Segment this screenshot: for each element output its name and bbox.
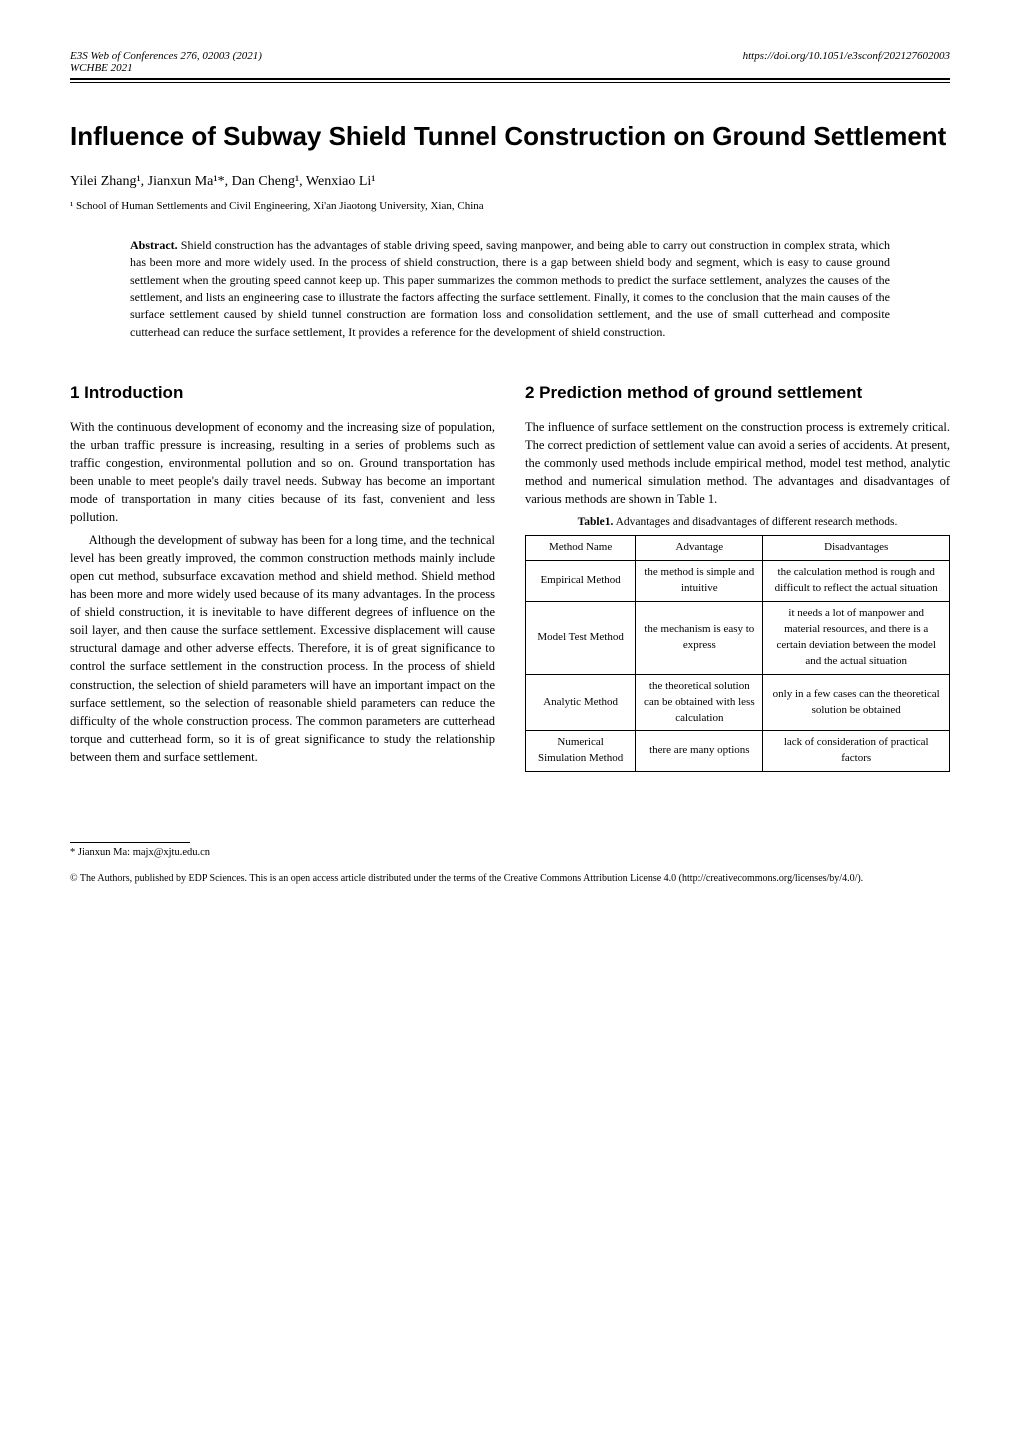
table1-r1c2: it needs a lot of manpower and material … — [763, 601, 950, 674]
left-column: 1 Introduction With the continuous devel… — [70, 371, 495, 782]
table1-r1c1: the mechanism is easy to express — [636, 601, 763, 674]
affiliation: ¹ School of Human Settlements and Civil … — [70, 200, 950, 212]
footnote-separator — [70, 842, 190, 843]
paper-title: Influence of Subway Shield Tunnel Constr… — [70, 120, 950, 154]
table-row: Analytic Method the theoretical solution… — [526, 674, 950, 731]
corresponding-author-footnote: * Jianxun Ma: majx@xjtu.edu.cn — [70, 847, 950, 858]
table-row: Empirical Method the method is simple an… — [526, 561, 950, 602]
body-columns: 1 Introduction With the continuous devel… — [70, 371, 950, 782]
right-column: 2 Prediction method of ground settlement… — [525, 371, 950, 782]
section-1-heading: 1 Introduction — [70, 381, 495, 406]
table1-r3c0: Numerical Simulation Method — [526, 731, 636, 772]
table1-r0c2: the calculation method is rough and diff… — [763, 561, 950, 602]
table1-h2: Disadvantages — [763, 536, 950, 561]
s1-para2: Although the development of subway has b… — [70, 531, 495, 767]
abstract-label: Abstract. — [130, 238, 178, 252]
table1: Method Name Advantage Disadvantages Empi… — [525, 535, 950, 772]
header-doi: https://doi.org/10.1051/e3sconf/20212760… — [743, 50, 950, 62]
s1-para1: With the continuous development of econo… — [70, 418, 495, 527]
table1-r3c2: lack of consideration of practical facto… — [763, 731, 950, 772]
table1-r2c1: the theoretical solution can be obtained… — [636, 674, 763, 731]
section-2-heading: 2 Prediction method of ground settlement — [525, 381, 950, 406]
abstract: Abstract. Shield construction has the ad… — [130, 237, 890, 341]
s2-para1: The influence of surface settlement on t… — [525, 418, 950, 509]
header-event: WCHBE 2021 — [70, 62, 133, 74]
table1-r1c0: Model Test Method — [526, 601, 636, 674]
table1-caption: Table1. Advantages and disadvantages of … — [525, 514, 950, 531]
running-header: E3S Web of Conferences 276, 02003 (2021)… — [70, 50, 950, 80]
table1-label: Table1. — [578, 516, 614, 528]
table1-h0: Method Name — [526, 536, 636, 561]
table-row: Numerical Simulation Method there are ma… — [526, 731, 950, 772]
abstract-text: Shield construction has the advantages o… — [130, 238, 890, 339]
header-conference: E3S Web of Conferences 276, 02003 (2021) — [70, 50, 262, 62]
table1-h1: Advantage — [636, 536, 763, 561]
table1-r2c2: only in a few cases can the theoretical … — [763, 674, 950, 731]
table-row: Model Test Method the mechanism is easy … — [526, 601, 950, 674]
table1-r2c0: Analytic Method — [526, 674, 636, 731]
license-text: © The Authors, published by EDP Sciences… — [70, 872, 950, 885]
table1-caption-text: Advantages and disadvantages of differen… — [616, 516, 898, 528]
table1-header-row: Method Name Advantage Disadvantages — [526, 536, 950, 561]
table1-r3c1: there are many options — [636, 731, 763, 772]
table1-r0c0: Empirical Method — [526, 561, 636, 602]
authors: Yilei Zhang¹, Jianxun Ma¹*, Dan Cheng¹, … — [70, 174, 950, 190]
table1-r0c1: the method is simple and intuitive — [636, 561, 763, 602]
